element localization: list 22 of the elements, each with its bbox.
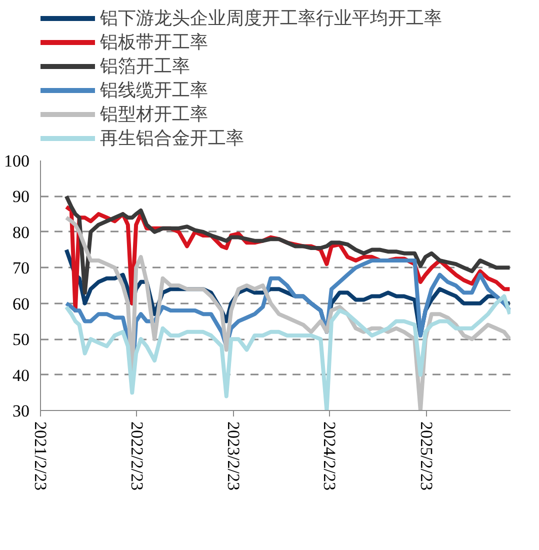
x-tick-label: 2025/2/23 (416, 422, 436, 490)
legend-label: 铝下游龙头企业周度开工率行业平均开工率 (100, 7, 442, 30)
legend-label: 再生铝合金开工率 (100, 127, 244, 150)
legend-label: 铝板带开工率 (100, 31, 208, 54)
legend-label: 铝型材开工率 (100, 103, 208, 126)
x-tick-label: 2021/2/23 (31, 422, 50, 490)
line-series (64, 194, 510, 295)
legend-label: 铝线缆开工率 (100, 79, 208, 102)
y-tick-label: 70 (12, 258, 30, 278)
legend-label: 铝箔开工率 (100, 55, 190, 78)
y-tick-label: 100 (4, 152, 30, 170)
y-tick-label: 60 (12, 294, 30, 314)
y-tick-label: 50 (12, 330, 30, 350)
x-tick-label: 2022/2/23 (127, 422, 146, 490)
y-tick-label: 90 (12, 187, 30, 206)
x-tick-label: 2023/2/23 (224, 422, 243, 490)
line-series (64, 216, 510, 410)
line-series (64, 294, 510, 410)
y-tick-label: 30 (12, 402, 30, 420)
y-tick-label: 40 (12, 366, 30, 385)
y-tick-label: 80 (12, 222, 30, 242)
x-tick-label: 2024/2/23 (320, 422, 340, 490)
